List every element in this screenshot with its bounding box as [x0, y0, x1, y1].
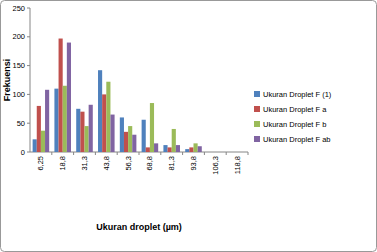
bar	[176, 145, 180, 152]
x-tick	[226, 152, 227, 155]
bar	[80, 112, 84, 152]
x-tick-label: 18,8	[58, 156, 67, 171]
y-tick-label: 150	[12, 61, 25, 70]
bar	[146, 147, 150, 152]
bar	[215, 152, 219, 153]
bar	[132, 135, 136, 152]
bar	[120, 117, 124, 152]
bar	[89, 105, 93, 152]
x-axis-title: Ukuran droplet (µm)	[96, 222, 182, 232]
bar	[41, 131, 45, 152]
x-tick	[117, 152, 118, 155]
legend-swatch	[254, 121, 260, 127]
y-axis-title: Frekuensi	[2, 59, 12, 102]
x-tick	[73, 152, 74, 155]
bar	[163, 145, 167, 152]
bar	[85, 126, 89, 152]
x-tick-label: 81,3	[167, 156, 176, 171]
bar	[229, 152, 233, 153]
bar	[128, 126, 132, 152]
y-tick-label: 0	[21, 148, 25, 157]
bar	[142, 120, 146, 152]
x-tick	[160, 152, 161, 155]
legend-swatch	[254, 136, 260, 142]
bar	[106, 82, 110, 152]
x-tick-label: 68,8	[145, 156, 154, 171]
bar	[207, 152, 211, 153]
legend-label: Ukuran Droplet F ab	[263, 135, 331, 144]
bar	[124, 132, 128, 152]
x-tick-label: 56,3	[124, 156, 133, 171]
y-tick-label: 200	[12, 32, 25, 41]
x-tick-label: 118,8	[233, 156, 242, 174]
y-axis	[30, 8, 31, 152]
bar	[233, 152, 237, 153]
bar	[59, 39, 63, 152]
x-tick-label: 93,8	[189, 156, 198, 171]
y-tick-label: 250	[12, 4, 25, 13]
bar	[172, 129, 176, 152]
x-tick	[204, 152, 205, 155]
bar	[54, 89, 58, 152]
x-tick-label: 43,8	[102, 156, 111, 171]
bar	[198, 146, 202, 152]
y-tick-label: 50	[17, 119, 25, 128]
x-tick	[182, 152, 183, 155]
legend-label: Ukuran Droplet F (1)	[263, 90, 332, 99]
x-tick-label: 31,3	[80, 156, 89, 171]
bar	[211, 152, 215, 153]
bars	[33, 39, 202, 152]
bar	[37, 106, 41, 152]
bar	[33, 139, 37, 152]
bar	[102, 94, 106, 152]
x-tick	[139, 152, 140, 155]
bar	[98, 70, 102, 152]
bar	[67, 43, 71, 152]
x-tick	[248, 152, 249, 155]
bar	[189, 147, 193, 152]
legend-label: Ukuran Droplet F a	[263, 105, 327, 114]
legend-swatch	[254, 106, 260, 112]
bar	[168, 147, 172, 152]
bar	[237, 152, 241, 153]
x-tick-label: 106,3	[211, 156, 220, 175]
bar	[241, 152, 245, 153]
bar	[219, 152, 223, 153]
bar	[194, 143, 198, 152]
legend-swatch	[254, 91, 260, 97]
bar	[45, 90, 49, 152]
legend-label: Ukuran Droplet F b	[263, 120, 326, 129]
bar	[154, 143, 158, 152]
x-tick	[51, 152, 52, 155]
chart: 0 50 100 150 200 250 6,25 18,8 31,3 43,8 56,3 68,8 8…	[0, 0, 377, 252]
x-tick	[95, 152, 96, 155]
bar	[185, 149, 189, 152]
bar	[76, 109, 80, 152]
chart-frame	[1, 1, 377, 252]
y-tick-label: 100	[12, 90, 25, 99]
bar	[63, 86, 67, 152]
x-tick-label: 6,25	[36, 156, 45, 171]
bar	[150, 103, 154, 152]
bar	[110, 115, 114, 152]
